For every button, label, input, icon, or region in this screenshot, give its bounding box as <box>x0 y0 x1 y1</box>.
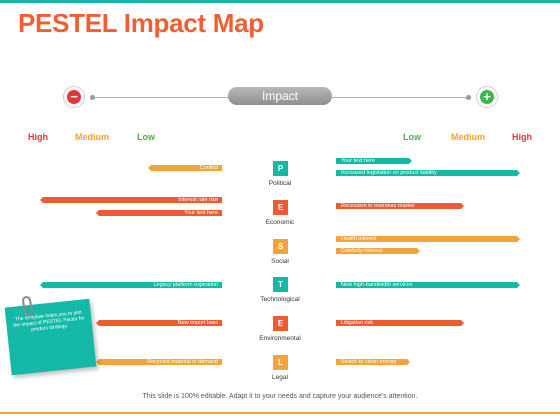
factor-box-social: S <box>273 239 288 254</box>
factor-box-environmental: E <box>273 316 288 331</box>
factor-label-social: Social <box>271 258 289 265</box>
factor-label-political: Political <box>268 180 292 187</box>
factor-box-economic: E <box>273 200 288 215</box>
factor-box-political: P <box>273 161 288 176</box>
political-left-bar-1: Conflict <box>148 165 222 171</box>
sticky-note: The template helps you to plot the impac… <box>4 298 97 376</box>
axis-dot-right <box>466 95 471 100</box>
scale-right-low: Low <box>403 132 421 142</box>
plus-icon: + <box>480 90 494 104</box>
sticky-note-text: The template helps you to plot the impac… <box>12 309 85 333</box>
social-right-bar-1: Health interest <box>336 236 520 242</box>
environmental-right-bar-1: Litigation risk <box>336 320 464 326</box>
economic-right-bar-1: Recession in overseas market <box>336 203 464 209</box>
scale-right-medium: Medium <box>451 132 486 142</box>
minus-icon: − <box>67 90 81 104</box>
legal-right-bar-1: Switch to clean energy <box>336 359 410 365</box>
bottom-accent-line <box>0 412 560 414</box>
economic-left-bar-1: Interest rate rise <box>40 197 222 203</box>
scale-left-high: High <box>28 132 48 142</box>
factor-label-environmental: Environmental <box>259 335 301 342</box>
political-right-bar-1: Your text here <box>336 158 412 164</box>
factor-box-legal: L <box>273 355 288 370</box>
minus-button[interactable]: − <box>63 86 85 108</box>
scale-left-low: Low <box>137 132 155 142</box>
economic-left-bar-2: Your text here <box>96 210 222 216</box>
factor-box-technological: T <box>273 277 288 292</box>
factor-label-technological: Technological <box>260 296 300 303</box>
technological-right-bar-1: New high-bandwidth services <box>336 282 520 288</box>
scale-right-high: High <box>512 132 532 142</box>
scale-left-medium: Medium <box>75 132 110 142</box>
political-right-bar-2: Increased legislation on product liabili… <box>336 170 520 176</box>
technological-left-bar-1: Legacy platform expiration <box>40 282 222 288</box>
top-accent-line <box>0 0 560 3</box>
plus-button[interactable]: + <box>476 86 498 108</box>
impact-label: Impact <box>228 87 332 105</box>
footer-text: This slide is 100% editable. Adapt it to… <box>142 393 418 400</box>
legal-left-bar-1: Recycled material in demand <box>96 359 222 365</box>
page-title: PESTEL Impact Map <box>18 8 264 38</box>
environmental-left-bar-1: New import laws <box>96 320 222 326</box>
social-right-bar-2: Celebrity interest <box>336 248 420 254</box>
axis-dot-left <box>90 95 95 100</box>
factor-label-legal: Legal <box>272 374 288 381</box>
factor-label-economic: Economic <box>265 219 295 226</box>
